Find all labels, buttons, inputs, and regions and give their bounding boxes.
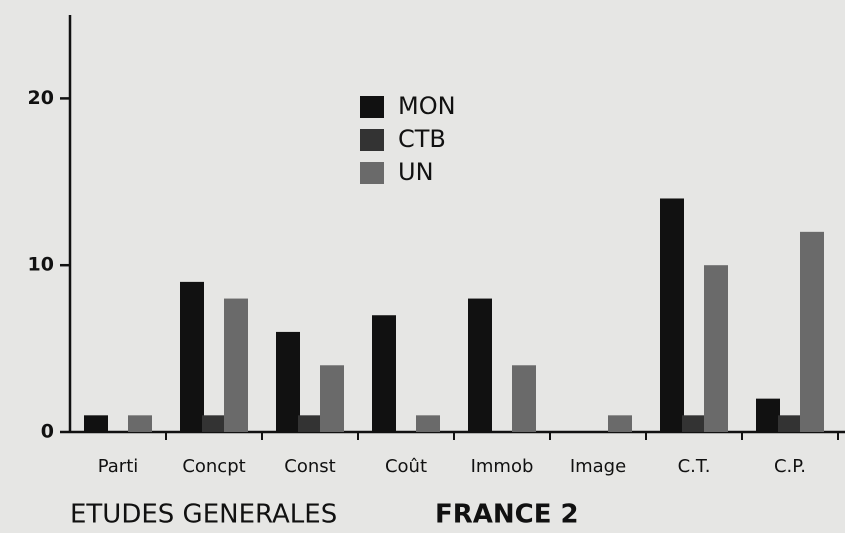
- bar: [180, 281, 204, 432]
- bar: [704, 265, 728, 432]
- legend-label: MON: [398, 92, 456, 120]
- x-tick-label: C.T.: [678, 456, 711, 477]
- bar: [800, 231, 824, 432]
- y-tick-label: 20: [28, 87, 54, 109]
- bar: [660, 198, 684, 432]
- legend-label: CTB: [398, 125, 446, 153]
- bar: [468, 298, 492, 432]
- bar: [224, 298, 248, 432]
- x-tick-label: Const: [284, 456, 335, 477]
- legend-swatch: [360, 96, 384, 118]
- x-tick-label: Concpt: [182, 456, 245, 477]
- bar: [512, 365, 536, 432]
- x-tick-label: Parti: [98, 456, 139, 477]
- x-tick-label: Immob: [471, 456, 534, 477]
- bar: [682, 415, 706, 432]
- legend-swatch: [360, 129, 384, 151]
- x-tick-label: Coût: [385, 456, 427, 477]
- bar: [608, 415, 632, 432]
- bar: [128, 415, 152, 432]
- bar: [372, 315, 396, 432]
- bar: [416, 415, 440, 432]
- chart-subtitle: FRANCE 2: [435, 500, 579, 530]
- chart-title: ETUDES GENERALES: [70, 500, 337, 530]
- x-tick-label: Image: [570, 456, 626, 477]
- bar: [756, 398, 780, 432]
- bar: [320, 365, 344, 432]
- x-tick-label: C.P.: [774, 456, 806, 477]
- bar: [276, 331, 300, 432]
- legend-swatch: [360, 162, 384, 184]
- bar: [202, 415, 226, 432]
- y-tick-label: 10: [28, 254, 54, 276]
- bar: [298, 415, 322, 432]
- bar: [84, 415, 108, 432]
- y-tick-label: 0: [41, 421, 54, 443]
- bar: [778, 415, 802, 432]
- legend-label: UN: [398, 158, 434, 186]
